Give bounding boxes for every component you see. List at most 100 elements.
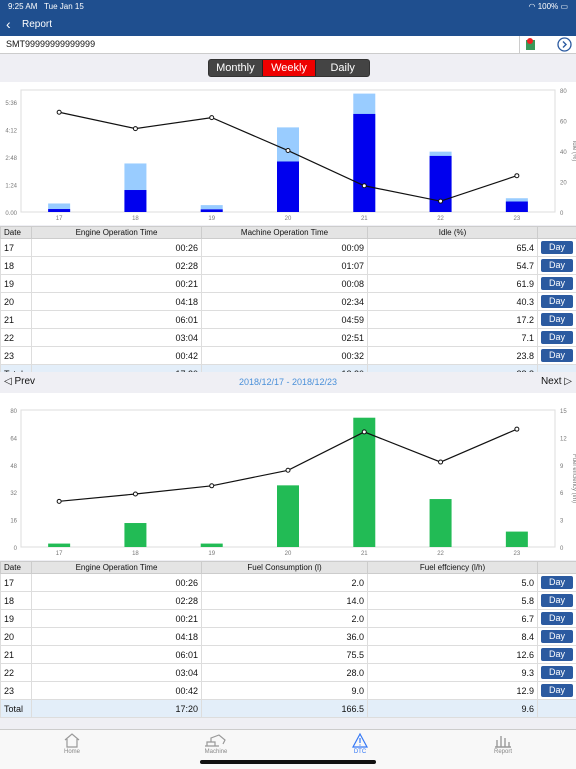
fuel-consumption-bar — [506, 532, 528, 547]
period-segmented-control: Monthly Weekly Daily — [208, 59, 370, 77]
fuel-efficiency-cell: 5.8 — [368, 592, 538, 610]
day-button[interactable]: Day — [541, 277, 573, 290]
x-tick-label: 21 — [361, 551, 368, 557]
tab-report[interactable]: Report — [473, 732, 533, 755]
day-button[interactable]: Day — [541, 684, 573, 697]
nav-title[interactable]: Report — [22, 19, 52, 30]
date-cell: 21 — [1, 646, 32, 664]
idle-cell: 40.3 — [368, 293, 538, 311]
machine-time-cell: 02:34 — [202, 293, 368, 311]
y2-tick-label: 15 — [560, 409, 567, 415]
day-button[interactable]: Day — [541, 349, 573, 362]
table-header-row: Date Engine Operation Time Fuel Consumpt… — [1, 562, 576, 574]
map-button[interactable] — [519, 36, 540, 53]
day-button[interactable]: Day — [541, 576, 573, 589]
fuel-consumption-cell: 75.5 — [202, 646, 368, 664]
action-cell: Day — [538, 311, 576, 329]
engine-time-cell: 06:01 — [32, 311, 202, 329]
segment-monthly[interactable]: Monthly — [209, 60, 263, 76]
fuel-consumption-cell: 36.0 — [202, 628, 368, 646]
engine-time-cell: 02:28 — [32, 257, 202, 275]
table-header-row: Date Engine Operation Time Machine Opera… — [1, 227, 576, 239]
day-button[interactable]: Day — [541, 666, 573, 679]
action-cell: Day — [538, 293, 576, 311]
day-button[interactable]: Day — [541, 259, 573, 272]
day-button[interactable]: Day — [541, 648, 573, 661]
x-tick-label: 20 — [285, 551, 292, 557]
y2-axis-label: Fuel effciency (l/h) — [571, 454, 576, 503]
chevron-right-circle-icon — [557, 37, 572, 52]
x-tick-label: 23 — [514, 216, 521, 222]
detail-button[interactable] — [557, 37, 572, 52]
date-cell: 19 — [1, 610, 32, 628]
day-button[interactable]: Day — [541, 331, 573, 344]
y2-tick-label: 9 — [560, 464, 564, 470]
date-cell: 20 — [1, 628, 32, 646]
action-cell: Day — [538, 574, 576, 592]
y-tick-label: 4:12 — [5, 128, 17, 134]
engine-time-cell: 00:26 — [32, 574, 202, 592]
day-button[interactable]: Day — [541, 630, 573, 643]
y-tick-label: 0 — [14, 546, 18, 552]
operation-time-table: Date Engine Operation Time Machine Opera… — [0, 226, 576, 383]
fuel-efficiency-cell: 9.6 — [368, 700, 538, 718]
y-tick-label: 2:48 — [5, 156, 17, 162]
battery-icon: ▭ — [560, 2, 568, 11]
x-tick-label: 19 — [208, 216, 215, 222]
date-cell: 18 — [1, 257, 32, 275]
machine-time-cell: 00:08 — [202, 275, 368, 293]
y-tick-label: 1:24 — [5, 183, 17, 189]
fuel-efficiency-cell: 8.4 — [368, 628, 538, 646]
x-tick-label: 20 — [285, 216, 292, 222]
day-button[interactable]: Day — [541, 313, 573, 326]
day-button[interactable]: Day — [541, 612, 573, 625]
date-cell: 17 — [1, 574, 32, 592]
day-button[interactable]: Day — [541, 594, 573, 607]
machine-time-cell: 00:09 — [202, 239, 368, 257]
fuel-efficiency-line-point — [57, 499, 61, 503]
y2-axis-label: Idle (%) — [571, 141, 576, 162]
date-cell: 20 — [1, 293, 32, 311]
idle-line-point — [286, 149, 290, 153]
date-cell: 22 — [1, 664, 32, 682]
fuel-consumption-cell: 28.0 — [202, 664, 368, 682]
fuel-consumption-bar — [201, 544, 223, 547]
next-button[interactable]: Next ▷ — [541, 376, 572, 387]
y2-tick-label: 0 — [560, 546, 564, 552]
idle-cell: 23.8 — [368, 347, 538, 365]
x-tick-label: 17 — [56, 216, 63, 222]
segment-weekly[interactable]: Weekly — [263, 60, 317, 76]
fuel-efficiency-cell: 6.7 — [368, 610, 538, 628]
fuel-efficiency-line-point — [286, 468, 290, 472]
x-tick-label: 21 — [361, 216, 368, 222]
action-cell: Day — [538, 329, 576, 347]
segment-daily[interactable]: Daily — [316, 60, 369, 76]
tab-machine[interactable]: Machine — [186, 732, 246, 755]
engine-time-cell: 02:28 — [32, 592, 202, 610]
back-chevron-icon[interactable]: ‹ — [6, 17, 11, 31]
col-fuel-efficiency: Fuel effciency (l/h) — [368, 562, 538, 574]
fuel-efficiency-line-point — [133, 492, 137, 496]
x-tick-label: 22 — [437, 551, 444, 557]
action-cell: Day — [538, 682, 576, 700]
col-fuel-consumption: Fuel Consumption (l) — [202, 562, 368, 574]
tab-home[interactable]: Home — [42, 732, 102, 755]
day-button[interactable]: Day — [541, 295, 573, 308]
day-button[interactable]: Day — [541, 241, 573, 254]
status-right: ◠ 100% ▭ — [529, 2, 568, 11]
warning-icon — [351, 732, 369, 748]
fuel-consumption-cell: 2.0 — [202, 610, 368, 628]
machine-bar: SMT99999999999999 — [0, 36, 576, 54]
action-cell: Day — [538, 664, 576, 682]
y2-tick-label: 3 — [560, 519, 564, 525]
y2-tick-label: 20 — [560, 181, 567, 187]
tab-dtc[interactable]: DTC — [330, 732, 390, 755]
fuel-consumption-bar — [353, 418, 375, 547]
idle-cell: 54.7 — [368, 257, 538, 275]
